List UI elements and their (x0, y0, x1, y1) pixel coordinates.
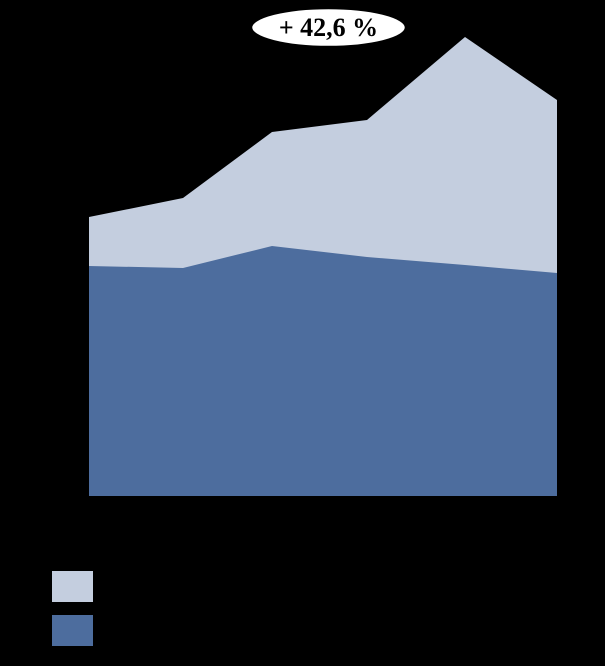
legend (52, 571, 93, 646)
legend-swatch-top-series (52, 571, 93, 602)
area-bottom-series (89, 246, 557, 496)
growth-annotation: + 42,6 % (249, 6, 408, 49)
annotation-ellipse (249, 6, 408, 49)
legend-swatch-bottom-series (52, 615, 93, 646)
annotation-label: + 42,6 % (279, 13, 378, 42)
